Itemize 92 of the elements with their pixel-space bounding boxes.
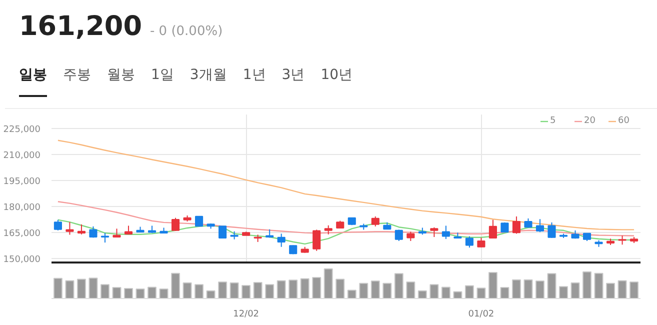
text: 1년 bbox=[242, 67, 266, 83]
candlestick bbox=[512, 216, 520, 234]
bar bbox=[112, 287, 122, 298]
bar bbox=[136, 288, 145, 298]
bar bbox=[570, 282, 580, 298]
bar bbox=[336, 278, 345, 298]
text: 1일 bbox=[151, 67, 174, 83]
candlestick bbox=[442, 225, 450, 240]
candlestick bbox=[394, 229, 403, 242]
bar bbox=[53, 278, 62, 298]
bar bbox=[594, 272, 604, 298]
bar bbox=[148, 286, 157, 298]
text: 월봉 bbox=[107, 67, 135, 83]
bar bbox=[524, 279, 533, 298]
bar bbox=[65, 280, 74, 298]
bar bbox=[253, 282, 262, 298]
bar bbox=[230, 282, 239, 298]
legend-label: 60 bbox=[618, 116, 630, 126]
text: 3개월 bbox=[190, 67, 227, 83]
candlestick bbox=[77, 224, 86, 235]
chart-subtitle: - 0 (0.00%) bbox=[150, 24, 223, 39]
bar bbox=[88, 278, 98, 298]
bar bbox=[488, 272, 498, 298]
bar bbox=[512, 279, 521, 298]
bar bbox=[370, 280, 380, 298]
bar bbox=[618, 280, 627, 298]
bar bbox=[288, 280, 298, 298]
y-tick-label: 165,000 bbox=[3, 228, 41, 239]
candlestick bbox=[488, 219, 497, 239]
x-tick-label: 12/02 bbox=[233, 310, 260, 320]
candlestick bbox=[371, 216, 380, 227]
y-tick-label: 180,000 bbox=[3, 202, 41, 213]
bar bbox=[171, 272, 180, 298]
bar bbox=[100, 284, 110, 298]
candlestick bbox=[465, 236, 474, 248]
bar bbox=[206, 290, 216, 298]
bar bbox=[535, 280, 544, 298]
bar bbox=[559, 286, 568, 298]
bar bbox=[265, 284, 274, 298]
bar bbox=[630, 281, 639, 298]
bar bbox=[464, 285, 474, 298]
candlestick bbox=[312, 229, 321, 252]
y-tick-label: 225,000 bbox=[3, 124, 41, 135]
candlestick bbox=[195, 216, 204, 227]
bar bbox=[347, 290, 356, 298]
candlestick bbox=[536, 218, 544, 233]
candlestick bbox=[430, 226, 438, 238]
bar bbox=[547, 273, 556, 298]
y-tick-label: 210,000 bbox=[3, 150, 41, 161]
bar bbox=[382, 282, 392, 298]
candlestick bbox=[548, 222, 556, 238]
bar bbox=[476, 288, 486, 298]
bar bbox=[276, 280, 286, 298]
chart-title: 161,200 bbox=[19, 11, 142, 42]
bar bbox=[453, 291, 462, 298]
bar bbox=[359, 282, 368, 298]
candlestick bbox=[277, 233, 286, 248]
candlestick bbox=[218, 226, 227, 238]
legend-label: 20 bbox=[584, 116, 596, 126]
candlestick bbox=[54, 219, 62, 231]
candlestick bbox=[406, 231, 415, 242]
text: 3년 bbox=[282, 67, 305, 83]
bar bbox=[76, 278, 86, 298]
bar bbox=[324, 268, 333, 298]
candlestick bbox=[477, 237, 486, 248]
bar bbox=[441, 286, 450, 298]
bar bbox=[406, 281, 416, 298]
bar bbox=[242, 284, 251, 298]
bar bbox=[124, 288, 133, 298]
candlestick bbox=[66, 222, 74, 236]
bar bbox=[582, 271, 592, 298]
y-tick-label: 195,000 bbox=[3, 176, 41, 187]
bar bbox=[418, 290, 427, 298]
bar bbox=[182, 282, 192, 298]
bar bbox=[606, 282, 616, 298]
bar bbox=[394, 273, 404, 298]
bar bbox=[430, 284, 439, 298]
y-tick-label: 150,000 bbox=[3, 255, 41, 266]
candlestick bbox=[100, 232, 110, 244]
text: 주봉 bbox=[63, 67, 91, 83]
bar bbox=[312, 277, 322, 298]
bar bbox=[159, 288, 168, 298]
bar bbox=[218, 281, 228, 298]
bar bbox=[300, 278, 310, 298]
candlestick bbox=[324, 224, 332, 235]
legend-label: 5 bbox=[550, 116, 557, 126]
bar bbox=[194, 284, 204, 298]
text: 10년 bbox=[320, 67, 353, 83]
text: 일봉 bbox=[19, 67, 47, 97]
candlestick bbox=[172, 217, 180, 232]
bar bbox=[500, 287, 510, 298]
x-tick-label: 01/02 bbox=[468, 310, 494, 320]
